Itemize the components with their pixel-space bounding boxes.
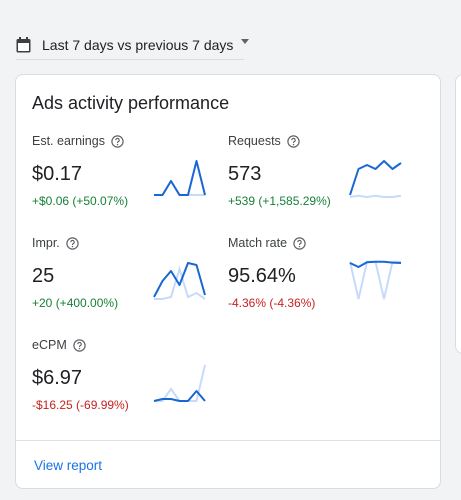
metric-change: -$16.25 (-69.99%): [32, 398, 129, 412]
sparkline-previous-period: [349, 194, 402, 199]
sparkline-current-period: [153, 262, 206, 298]
metric-change: -4.36% (-4.36%): [228, 296, 316, 310]
metric-change: +539 (+1,585.29%): [228, 194, 331, 208]
sparkline-current-period: [349, 160, 402, 196]
help-icon[interactable]: [66, 236, 79, 250]
sparkline-previous-period: [154, 179, 205, 196]
view-report-link[interactable]: View report: [34, 458, 103, 473]
metric-label: Est. earnings: [32, 134, 105, 148]
sparkline-chart: [153, 364, 206, 402]
sparkline-current-period: [154, 160, 206, 196]
metric-value: $0.17: [32, 163, 83, 185]
sparkline-chart: [349, 260, 402, 300]
sparkline-chart: [154, 160, 206, 196]
metric-value: 95.64%: [228, 265, 296, 287]
card-title: Ads activity performance: [32, 93, 230, 113]
metric-value: 573: [228, 163, 262, 185]
sparkline-chart: [349, 160, 402, 199]
caret-down-icon: [241, 39, 250, 44]
metric-value: 25: [32, 265, 55, 287]
metric-value: $6.97: [32, 367, 83, 389]
help-icon[interactable]: [293, 236, 306, 250]
metric-change: +20 (+400.00%): [32, 296, 119, 310]
ads-activity-performance-card: Ads activity performance Est. earnings $…: [15, 74, 441, 489]
sparkline-chart: [153, 262, 206, 300]
metric-label: Impr.: [32, 236, 60, 250]
metric-label: Match rate: [228, 236, 288, 250]
metric-match-rate: Match rate 95.64% -4.36% (-4.36%): [228, 235, 418, 325]
metric-label: eCPM: [32, 338, 67, 352]
adjacent-card-edge: [455, 74, 461, 354]
calendar-icon: [16, 36, 31, 53]
help-icon[interactable]: [287, 134, 300, 148]
metric-est-earnings: Est. earnings $0.17 +$0.06 (+50.07%): [32, 133, 222, 223]
metric-ecpm: eCPM $6.97 -$16.25 (-69.99%): [32, 337, 222, 427]
sparkline-current-period: [349, 260, 402, 268]
sparkline-current-period: [153, 390, 206, 402]
sparkline-previous-period: [154, 265, 206, 300]
metric-impressions: Impr. 25 +20 (+400.00%): [32, 235, 222, 325]
card-divider: [16, 440, 440, 441]
metric-label: Requests: [228, 134, 281, 148]
date-range-selector[interactable]: Last 7 days vs previous 7 days: [16, 30, 250, 60]
help-icon[interactable]: [111, 134, 124, 148]
help-icon[interactable]: [73, 338, 86, 352]
metric-requests: Requests 573 +539 (+1,585.29%): [228, 133, 418, 223]
sparkline-previous-period: [154, 364, 206, 402]
metric-change: +$0.06 (+50.07%): [32, 194, 129, 208]
date-range-label: Last 7 days vs previous 7 days: [42, 36, 234, 53]
